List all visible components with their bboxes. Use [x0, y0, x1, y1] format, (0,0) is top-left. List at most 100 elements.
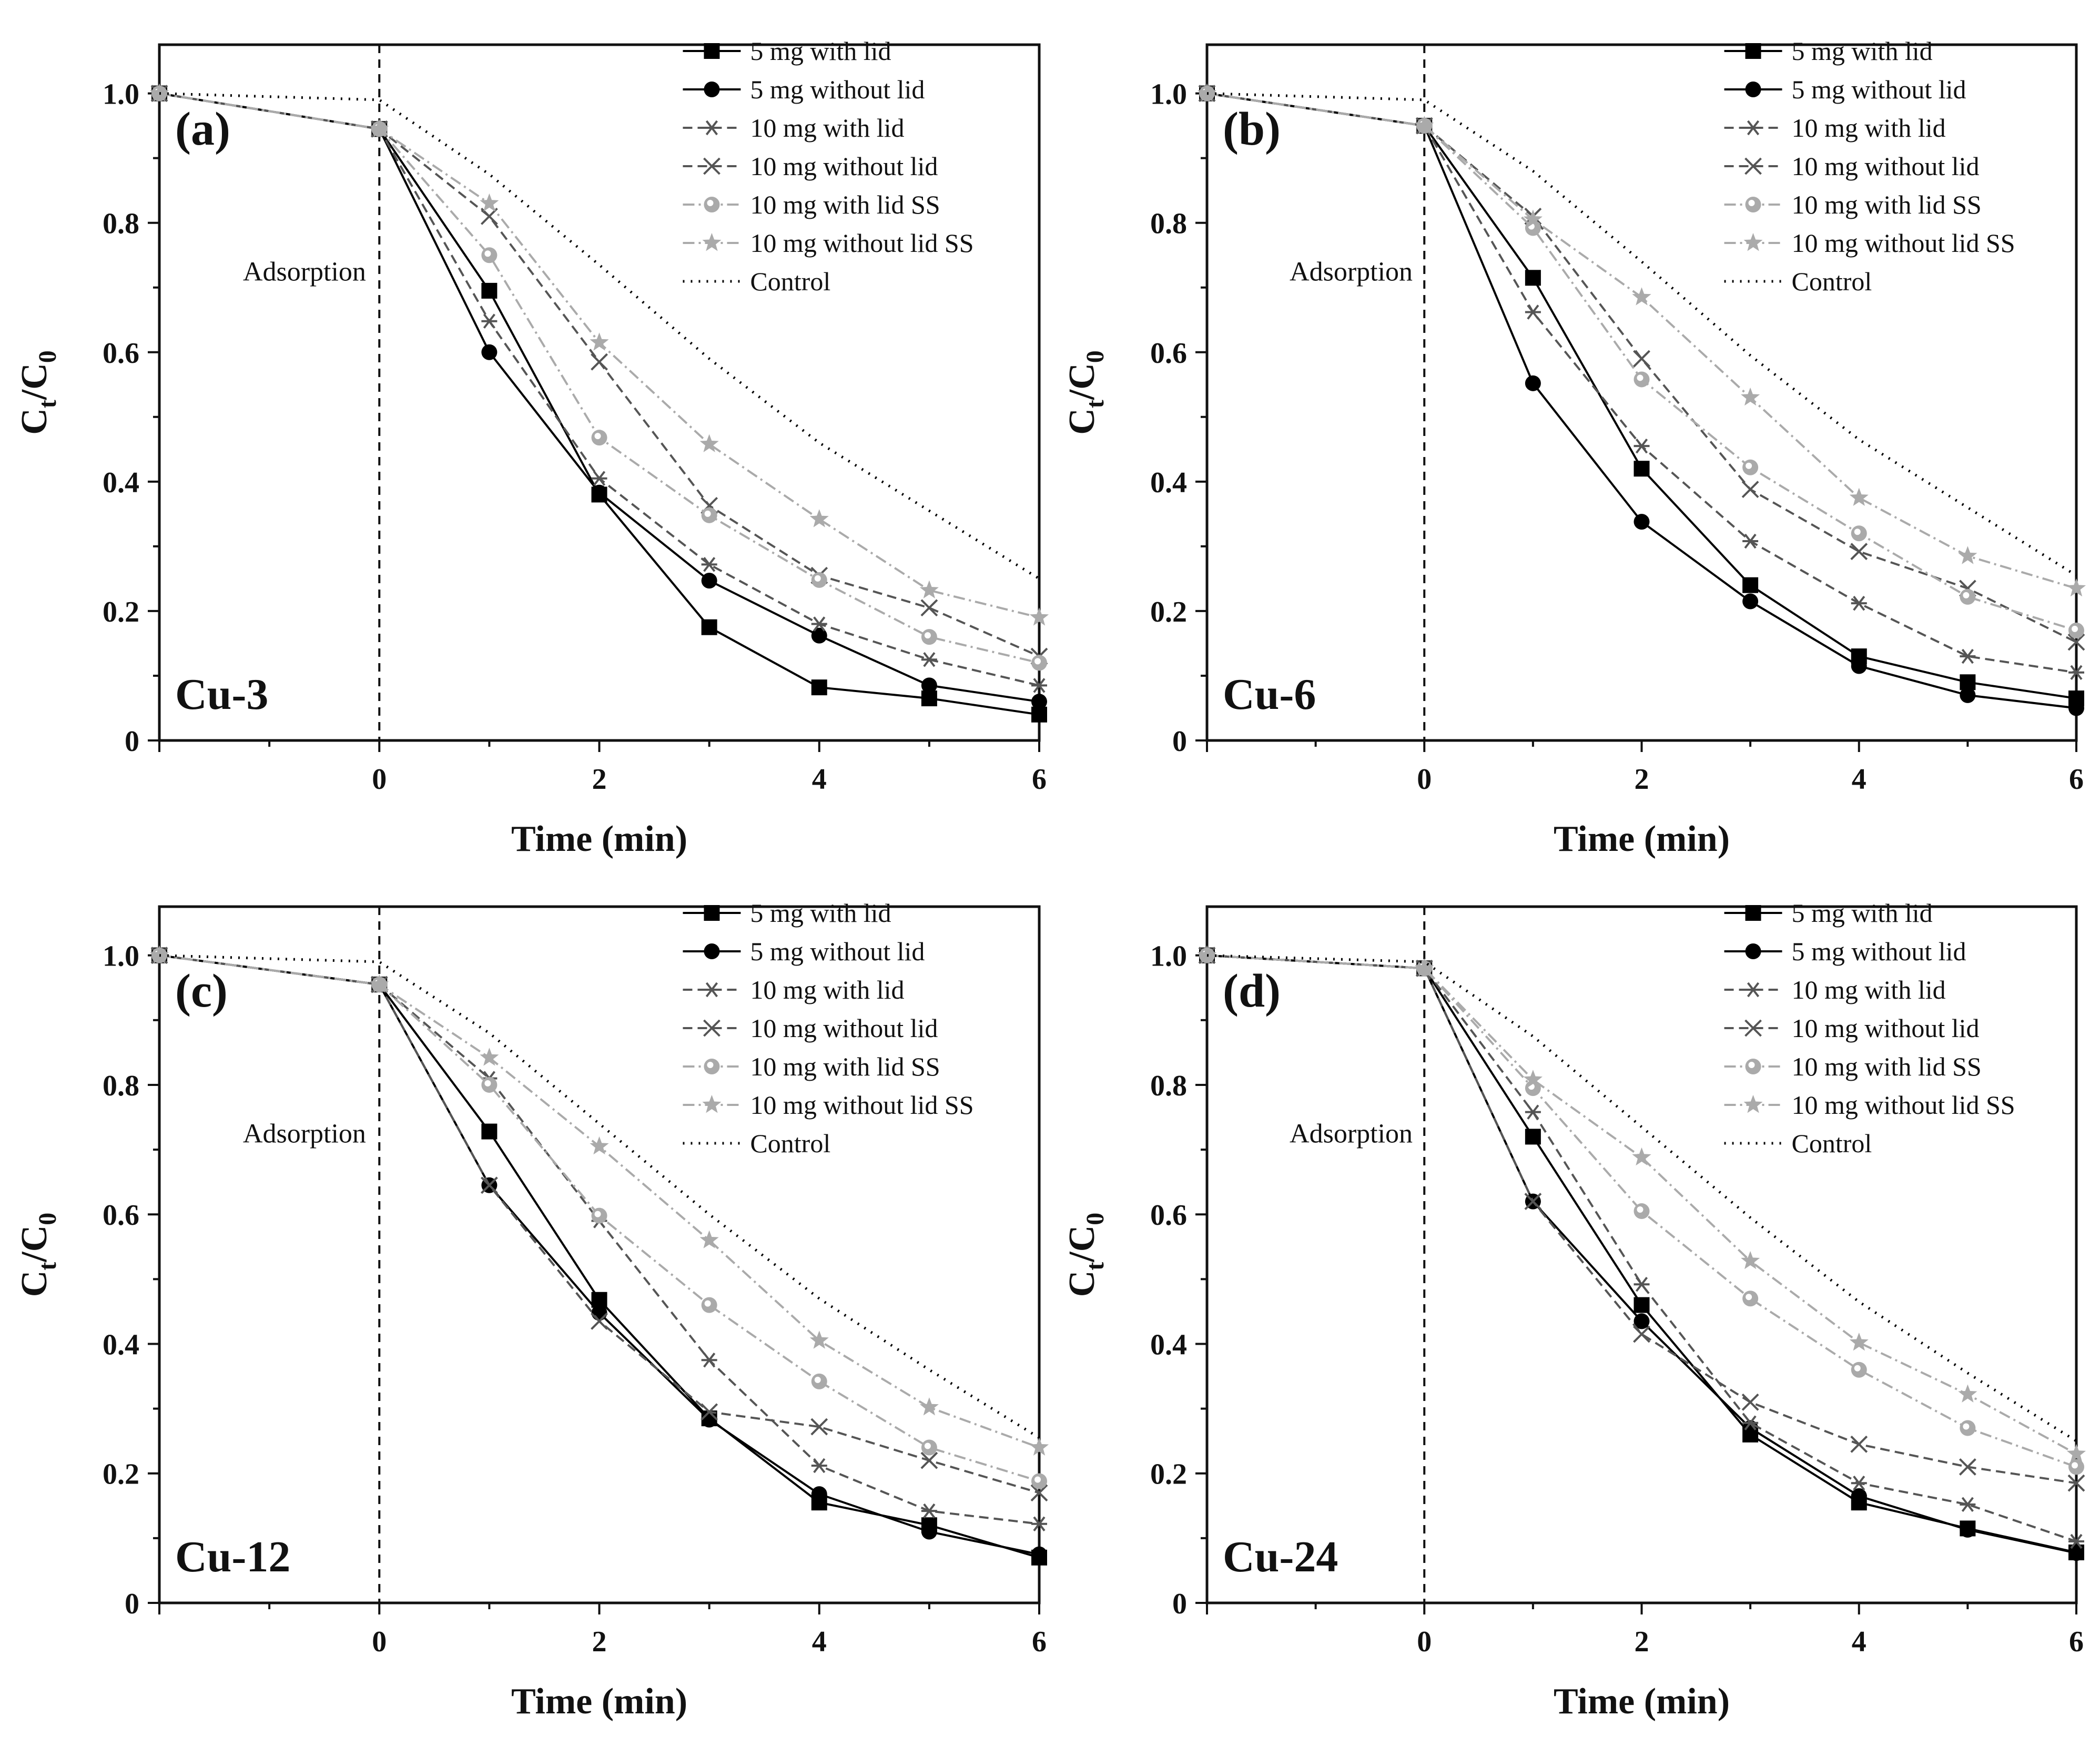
y-axis-title-part: 0: [34, 1213, 62, 1225]
data-point: [921, 629, 937, 645]
data-point: [701, 1353, 717, 1368]
data-point: [370, 119, 389, 137]
legend-marker: [702, 1095, 722, 1113]
data-point: [701, 1297, 717, 1313]
adsorption-annotation: Adsorption: [1290, 257, 1413, 287]
data-point: [2067, 1474, 2085, 1492]
series-line: [1206, 954, 2077, 1485]
legend-marker: [704, 905, 720, 921]
data-point: [811, 1458, 827, 1474]
data-point: [921, 1439, 937, 1456]
series-line: [159, 954, 1040, 1559]
data-point: [1197, 83, 1217, 101]
data-point: [921, 652, 937, 667]
legend-label: 10 mg with lid SS: [1792, 190, 1982, 219]
data-point: [1524, 1193, 1542, 1210]
series-10-mg-with-lid-ss: [151, 85, 1047, 671]
panel-d: 0 2 4 6 0 0.2 0.4 0.6 0.8 1.0 5 mg with lid 5 mg wi…: [1062, 898, 2086, 1722]
adsorption-annotation: Adsorption: [243, 1119, 366, 1149]
y-axis-title: Ct/C0: [14, 1213, 62, 1297]
x-tick-label: 0: [372, 1626, 387, 1658]
y-tick-label: 0.6: [103, 337, 139, 370]
legend-item-5-mg-without-lid: 5 mg without lid: [683, 937, 925, 966]
legend-label: 5 mg with lid: [750, 36, 891, 66]
y-tick-label: 0.6: [1150, 337, 1187, 370]
data-point: [699, 434, 719, 452]
data-point: [811, 1373, 827, 1389]
data-point: [591, 430, 607, 446]
legend-item-10-mg-with-lid-ss: 10 mg with lid SS: [1724, 190, 1982, 219]
data-point: [2068, 1533, 2084, 1549]
data-point: [1960, 687, 1976, 703]
data-point: [1634, 1276, 1650, 1292]
data-point: [1960, 588, 1976, 605]
series-10-mg-without-lid-ss: [1197, 83, 2086, 597]
data-point: [920, 1451, 938, 1469]
legend-item-10-mg-with-lid: 10 mg with lid: [683, 975, 905, 1004]
data-point: [1632, 1147, 1651, 1166]
data-point: [591, 1312, 608, 1330]
panel-d-frame: [1205, 905, 2078, 1604]
data-point: [480, 1176, 498, 1194]
data-point: [1523, 1070, 1543, 1088]
data-point: [1959, 1458, 1976, 1476]
data-point: [1851, 658, 1867, 674]
x-tick-label: 4: [812, 1626, 827, 1658]
legend-item-10-mg-without-lid-ss: 10 mg without lid SS: [1724, 228, 2015, 258]
y-tick-label: 0: [1172, 1588, 1187, 1620]
y-tick-label: 0: [125, 725, 139, 758]
data-point: [811, 1486, 827, 1502]
legend-marker: [1745, 943, 1761, 959]
data-point: [1851, 1488, 1867, 1504]
legend-item-10-mg-without-lid: 10 mg without lid: [1724, 1013, 1980, 1043]
data-point: [481, 1076, 498, 1093]
legend-label: 10 mg without lid: [1792, 151, 1980, 181]
y-tick-label: 0.2: [103, 1458, 139, 1491]
y-tick-label: 0.2: [1150, 596, 1187, 628]
data-point: [370, 974, 389, 993]
sample-label: Cu-12: [175, 1532, 290, 1581]
data-point: [1742, 1415, 1759, 1430]
panel-b: 0 2 4 6 0 0.2 0.4 0.6 0.8 1.0 5 mg with lid 5 mg wi…: [1062, 36, 2086, 859]
series-line: [159, 954, 1040, 1449]
data-point: [1742, 1291, 1759, 1307]
x-axis-title: Time (min): [511, 1681, 687, 1722]
legend-label: 5 mg without lid: [1792, 75, 1966, 104]
series-line: [159, 92, 1040, 664]
data-point: [1960, 1420, 1976, 1436]
legend-label: 5 mg with lid: [1792, 898, 1933, 928]
data-point: [1742, 459, 1759, 475]
data-point: [481, 313, 498, 329]
data-point: [701, 619, 717, 635]
data-point: [591, 1207, 607, 1224]
legend-item-5-mg-with-lid: 5 mg with lid: [683, 898, 891, 928]
series-line: [159, 954, 1040, 1439]
y-tick-label: 0.6: [1150, 1199, 1187, 1232]
data-point: [811, 616, 827, 632]
legend-label: 5 mg with lid: [750, 898, 891, 928]
legend-label: 10 mg without lid: [750, 1013, 938, 1043]
data-point: [1031, 655, 1047, 671]
panel-label: (b): [1223, 103, 1281, 155]
data-point: [1851, 1475, 1867, 1491]
data-point: [1029, 1437, 1049, 1456]
series-line: [1206, 92, 2077, 709]
legend-item-10-mg-with-lid-ss: 10 mg with lid SS: [683, 190, 940, 219]
data-point: [1634, 1203, 1650, 1220]
data-point: [701, 573, 717, 589]
legend-marker: [1745, 43, 1761, 59]
y-axis-title-part: /C: [14, 1225, 55, 1263]
y-tick-label: 0.4: [1150, 1328, 1187, 1361]
series-10-mg-without-lid-ss: [149, 945, 1049, 1456]
data-point: [1634, 461, 1650, 477]
legend-label: 10 mg with lid: [1792, 113, 1946, 143]
legend-label: 10 mg with lid SS: [750, 190, 940, 219]
legend-label: 10 mg without lid SS: [1792, 228, 2015, 258]
panel-label: (d): [1223, 965, 1281, 1017]
data-point: [920, 599, 938, 617]
legend-item-5-mg-with-lid: 5 mg with lid: [1724, 898, 1933, 928]
y-axis-title-part: 0: [34, 350, 62, 363]
y-tick-label: 1.0: [1150, 940, 1187, 973]
data-point: [1634, 438, 1650, 454]
legend-marker: [1743, 1095, 1763, 1113]
